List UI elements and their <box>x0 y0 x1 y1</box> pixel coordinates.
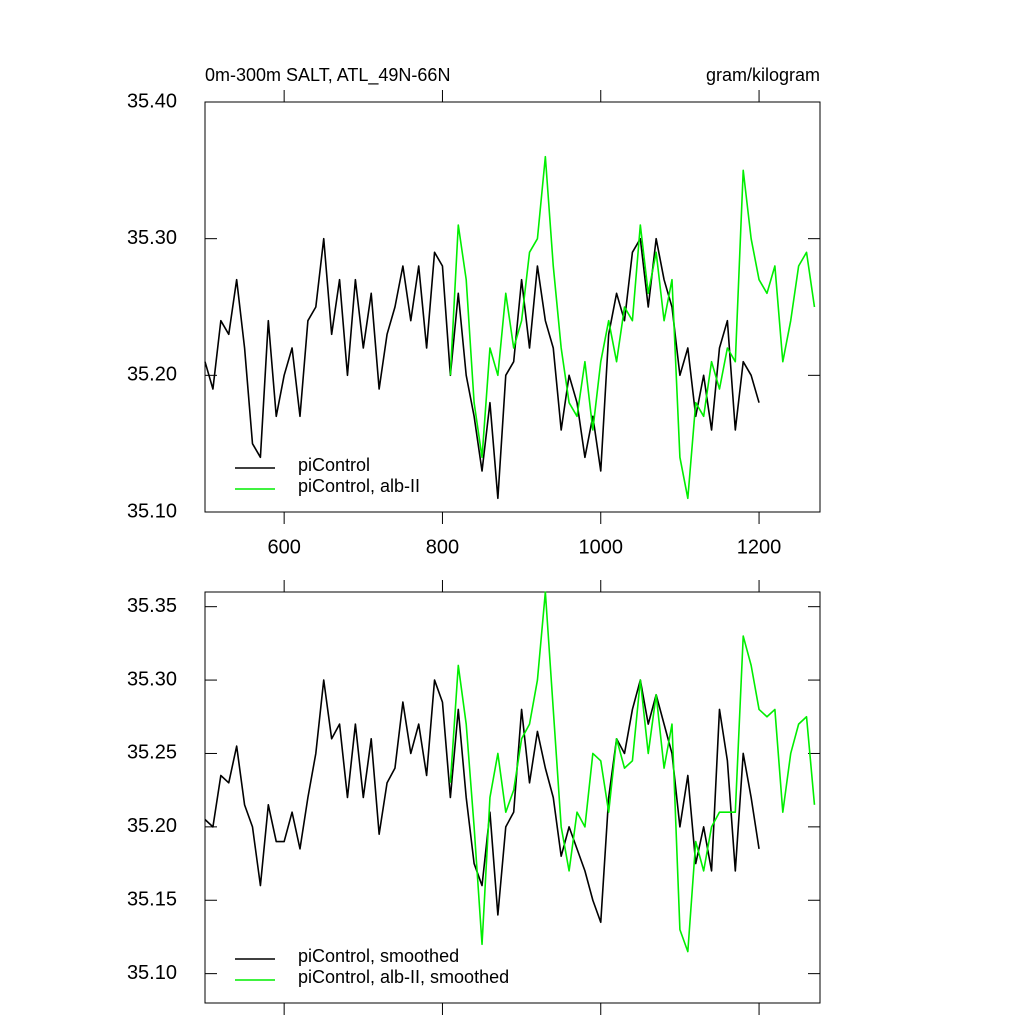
x-tick-label: 600 <box>267 536 300 558</box>
series-line <box>204 679 760 924</box>
y-tick-label: 35.30 <box>127 668 177 690</box>
legend-label: piControl, alb-II, smoothed <box>298 967 509 987</box>
y-tick-label: 35.10 <box>127 500 177 522</box>
x-tick-label: 800 <box>426 536 459 558</box>
y-tick-label: 35.20 <box>127 364 177 386</box>
plot-frame <box>204 591 821 1004</box>
chart-title: 0m-300m SALT, ATL_49N-66N <box>205 65 450 86</box>
y-tick-label: 35.25 <box>127 742 177 764</box>
legend-label: piControl, smoothed <box>298 946 459 966</box>
y-tick-label: 35.35 <box>127 595 177 617</box>
y-tick-label: 35.10 <box>127 962 177 984</box>
y-tick-label: 35.30 <box>127 227 177 249</box>
series-line <box>449 155 816 500</box>
legend-label: piControl <box>298 455 370 475</box>
y-tick-label: 35.20 <box>127 815 177 837</box>
units-label: gram/kilogram <box>706 65 820 85</box>
y-tick-label: 35.15 <box>127 889 177 911</box>
series-line <box>449 591 816 953</box>
x-tick-label: 1000 <box>579 536 624 558</box>
plot-frame <box>204 101 821 513</box>
legend-label: piControl, alb-II <box>298 476 420 496</box>
series-line <box>204 237 760 500</box>
y-tick-label: 35.40 <box>127 90 177 112</box>
x-tick-label: 1200 <box>737 536 782 558</box>
